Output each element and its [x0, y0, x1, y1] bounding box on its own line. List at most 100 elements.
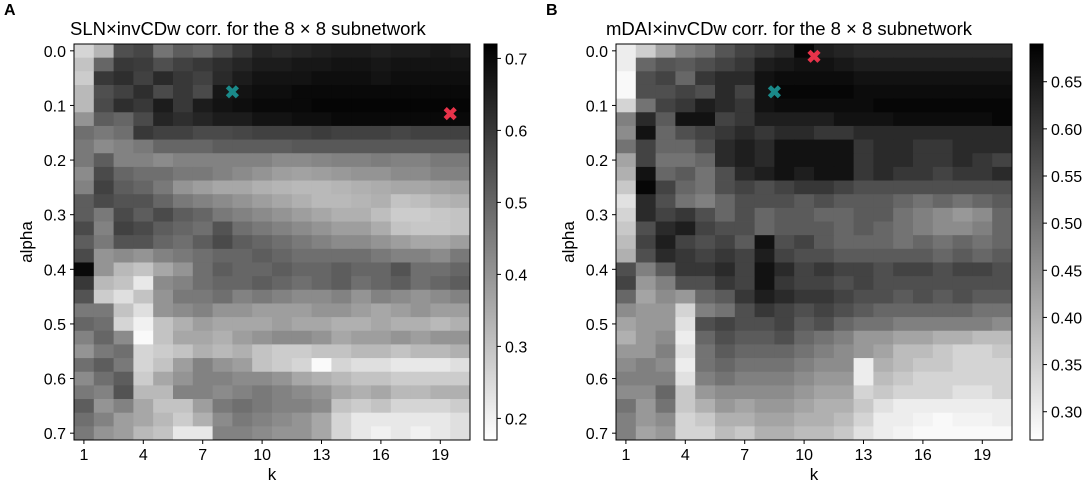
heatmap-cell	[715, 44, 736, 59]
heatmap-cell	[873, 248, 894, 263]
heatmap-cell	[212, 207, 233, 222]
heatmap-cell	[913, 358, 934, 373]
heatmap-cell	[814, 276, 835, 291]
red-cross-marker	[807, 49, 821, 63]
heatmap-cell	[734, 84, 755, 100]
heatmap-cell	[774, 125, 795, 140]
heatmap-cell	[371, 125, 392, 140]
heatmap-cell	[410, 57, 431, 72]
y-tick-label: 0.7	[586, 426, 608, 443]
heatmap-cell	[873, 412, 894, 427]
heatmap-cell	[311, 194, 332, 209]
heatmap-cell	[153, 371, 174, 386]
heatmap-cell	[212, 125, 233, 140]
heatmap-cell	[695, 385, 716, 400]
heatmap-cell	[675, 98, 696, 113]
heatmap-cell	[893, 303, 914, 318]
heatmap-cell	[311, 84, 332, 100]
heatmap-cell	[616, 344, 637, 359]
heatmap-cell	[430, 344, 451, 359]
heatmap-cell	[655, 139, 676, 154]
heatmap-cell	[272, 71, 293, 86]
heatmap-cell	[173, 98, 194, 113]
heatmap-cell	[331, 248, 352, 263]
heatmap-cell	[173, 153, 194, 168]
teal-cross-marker	[767, 85, 781, 99]
heatmap-cell	[311, 262, 332, 277]
heatmap-cell	[734, 426, 755, 441]
heatmap-cell	[873, 235, 894, 250]
heatmap-cell	[93, 194, 114, 209]
heatmap-cell	[913, 166, 934, 181]
heatmap-cell	[351, 262, 372, 277]
heatmap-cell	[853, 125, 874, 140]
heatmap-cell	[371, 235, 392, 250]
heatmap-cell	[972, 207, 993, 222]
heatmap-cell	[153, 98, 174, 113]
heatmap-cell	[853, 426, 874, 441]
heatmap-cell	[932, 125, 953, 140]
heatmap-cell	[74, 98, 95, 113]
heatmap-cell	[734, 125, 755, 140]
heatmap-cell	[952, 399, 973, 414]
heatmap-cell	[734, 248, 755, 263]
heatmap-cell	[331, 358, 352, 373]
heatmap-cell	[635, 194, 656, 209]
heatmap-cell	[992, 399, 1013, 414]
heatmap-cell	[212, 412, 233, 427]
heatmap-cell	[252, 166, 273, 181]
heatmap-cell	[232, 112, 253, 127]
heatmap-cell	[291, 303, 312, 318]
heatmap-cell	[992, 57, 1013, 72]
heatmap-cell	[74, 207, 95, 222]
heatmap-cell	[833, 139, 854, 154]
heatmap-cell	[893, 166, 914, 181]
heatmap-cell	[853, 153, 874, 168]
heatmap-cell	[873, 125, 894, 140]
heatmap-cell	[272, 344, 293, 359]
heatmap-cell	[331, 235, 352, 250]
heatmap-cell	[655, 44, 676, 59]
heatmap-cell	[232, 248, 253, 263]
heatmap-cell	[252, 344, 273, 359]
heatmap-cell	[390, 153, 411, 168]
heatmap-cell	[833, 44, 854, 59]
heatmap-cell	[371, 221, 392, 236]
heatmap-cell	[992, 262, 1013, 277]
heatmap-cell	[932, 207, 953, 222]
heatmap-cell	[655, 317, 676, 332]
heatmap-cell	[153, 139, 174, 154]
heatmap-cell	[833, 207, 854, 222]
heatmap-cell	[252, 317, 273, 332]
heatmap-cell	[932, 289, 953, 304]
heatmap-cell	[913, 235, 934, 250]
heatmap-cell	[390, 84, 411, 100]
heatmap-cell	[972, 153, 993, 168]
heatmap-cell	[430, 412, 451, 427]
heatmap-cell	[774, 207, 795, 222]
heatmap-cell	[794, 371, 815, 386]
heatmap-cell	[794, 221, 815, 236]
heatmap-cell	[734, 166, 755, 181]
heatmap-cell	[616, 71, 637, 86]
heatmap-cell	[291, 276, 312, 291]
heatmap-cell	[331, 98, 352, 113]
heatmap-cell	[93, 303, 114, 318]
heatmap-cell	[893, 139, 914, 154]
heatmap-cell	[371, 276, 392, 291]
heatmap-cell	[212, 399, 233, 414]
heatmap-cell	[450, 385, 471, 400]
red-cross-marker	[443, 107, 457, 121]
heatmap-cell	[291, 84, 312, 100]
heatmap-cell	[331, 112, 352, 127]
heatmap-cell	[272, 303, 293, 318]
heatmap-cell	[133, 98, 154, 113]
heatmap-cell	[390, 330, 411, 345]
heatmap-cell	[331, 317, 352, 332]
heatmap-cell	[853, 84, 874, 100]
heatmap-cell	[932, 385, 953, 400]
heatmap-cell	[616, 276, 637, 291]
heatmap-cell	[992, 139, 1013, 154]
heatmap-cell	[695, 153, 716, 168]
heatmap-cell	[113, 166, 134, 181]
